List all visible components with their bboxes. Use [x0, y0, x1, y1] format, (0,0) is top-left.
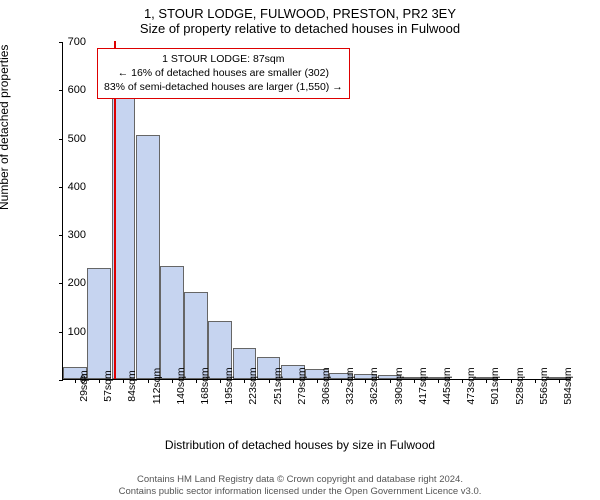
y-tick-label: 700 [46, 36, 86, 48]
plot-area: 1 STOUR LODGE: 87sqm← 16% of detached ho… [62, 42, 570, 380]
x-tick-mark [535, 379, 536, 383]
x-axis-label: Distribution of detached houses by size … [0, 438, 600, 452]
x-tick-mark [486, 379, 487, 383]
footer-line-2: Contains public sector information licen… [0, 486, 600, 498]
property-info-box: 1 STOUR LODGE: 87sqm← 16% of detached ho… [97, 48, 350, 99]
x-tick-mark [438, 379, 439, 383]
y-axis-label: Number of detached properties [0, 45, 11, 210]
x-tick-label: 362sqm [368, 367, 380, 404]
chart-title-sub: Size of property relative to detached ho… [0, 21, 600, 40]
x-tick-label: 417sqm [417, 367, 429, 404]
x-tick-mark [172, 379, 173, 383]
chart-container: 1, STOUR LODGE, FULWOOD, PRESTON, PR2 3E… [0, 0, 600, 500]
y-tick-label: 400 [46, 181, 86, 193]
histogram-bar [184, 292, 208, 379]
infobox-line-1: 1 STOUR LODGE: 87sqm [104, 52, 343, 66]
y-tick-label: 600 [46, 84, 86, 96]
y-tick-label: 300 [46, 229, 86, 241]
x-tick-mark [390, 379, 391, 383]
x-tick-label: 112sqm [151, 368, 163, 405]
footer-line-1: Contains HM Land Registry data © Crown c… [0, 474, 600, 486]
x-tick-mark [365, 379, 366, 383]
x-tick-label: 29sqm [78, 370, 90, 402]
x-tick-mark [148, 379, 149, 383]
x-tick-mark [269, 379, 270, 383]
x-tick-label: 251sqm [272, 367, 284, 404]
x-tick-mark [462, 379, 463, 383]
y-tick-label: 200 [46, 277, 86, 289]
x-tick-mark [511, 379, 512, 383]
x-tick-mark [414, 379, 415, 383]
x-tick-label: 168sqm [199, 367, 211, 404]
infobox-line-3: 83% of semi-detached houses are larger (… [104, 80, 343, 94]
x-tick-label: 332sqm [344, 367, 356, 404]
x-tick-label: 584sqm [562, 367, 574, 404]
x-tick-mark [123, 379, 124, 383]
footer-attribution: Contains HM Land Registry data © Crown c… [0, 474, 600, 498]
infobox-line-2: ← 16% of detached houses are smaller (30… [104, 66, 343, 80]
x-tick-label: 528sqm [514, 367, 526, 404]
x-tick-label: 445sqm [441, 367, 453, 404]
x-tick-mark [99, 379, 100, 383]
histogram-bar [160, 266, 184, 379]
x-tick-label: 501sqm [489, 367, 501, 404]
y-tick-label: 100 [46, 326, 86, 338]
y-tick-label: 500 [46, 133, 86, 145]
x-tick-label: 390sqm [393, 367, 405, 404]
x-tick-label: 84sqm [126, 370, 138, 402]
x-tick-mark [293, 379, 294, 383]
x-tick-mark [220, 379, 221, 383]
x-tick-mark [196, 379, 197, 383]
x-tick-label: 57sqm [102, 370, 114, 402]
x-tick-label: 306sqm [320, 367, 332, 404]
x-tick-label: 279sqm [296, 367, 308, 404]
x-tick-label: 223sqm [247, 367, 259, 404]
x-tick-label: 473sqm [465, 367, 477, 404]
histogram-bar [136, 135, 160, 379]
x-tick-label: 140sqm [175, 367, 187, 404]
chart-title-main: 1, STOUR LODGE, FULWOOD, PRESTON, PR2 3E… [0, 0, 600, 21]
x-tick-mark [559, 379, 560, 383]
histogram-bar [87, 268, 111, 379]
x-tick-label: 195sqm [223, 367, 235, 404]
x-tick-mark [341, 379, 342, 383]
x-tick-label: 556sqm [538, 367, 550, 404]
x-tick-mark [317, 379, 318, 383]
x-tick-mark [244, 379, 245, 383]
